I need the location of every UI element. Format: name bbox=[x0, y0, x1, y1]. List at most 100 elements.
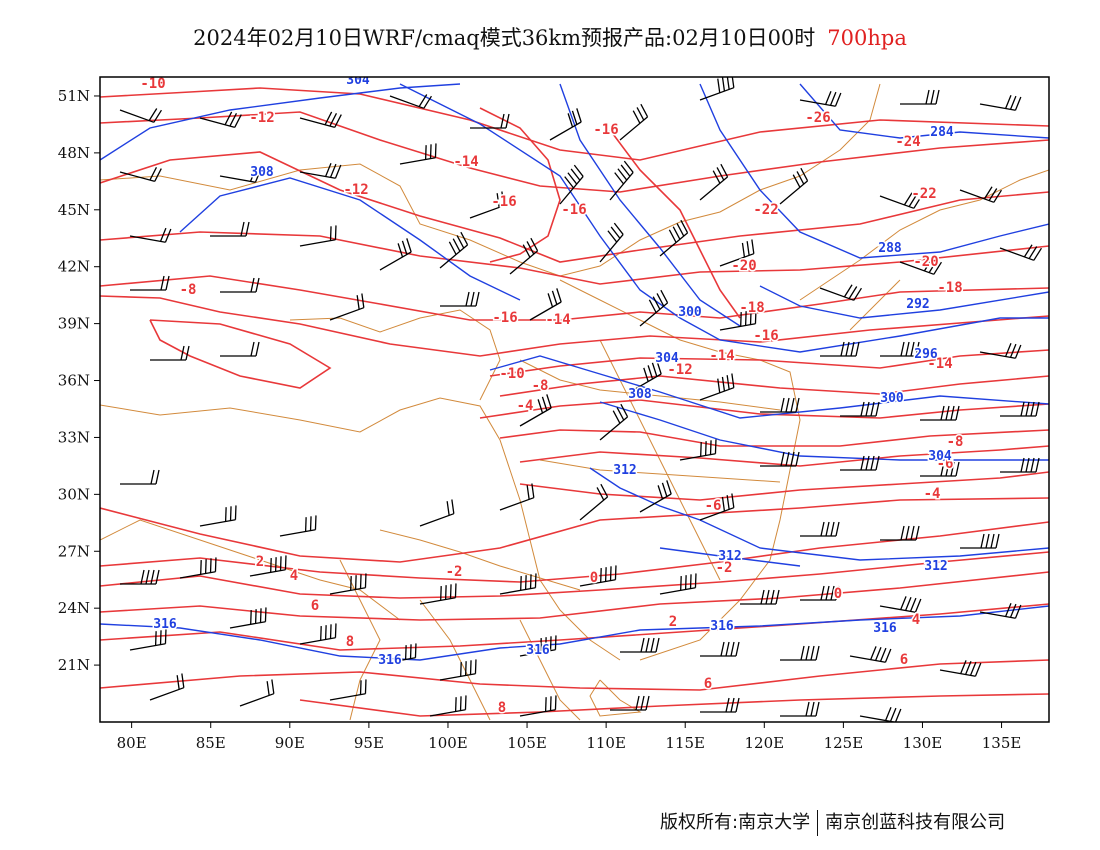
wind-barb bbox=[439, 659, 477, 681]
temperature-label: 8 bbox=[498, 700, 506, 716]
wind-barb bbox=[900, 89, 940, 105]
temperature-label: 6 bbox=[704, 676, 712, 692]
height-contour-line bbox=[659, 547, 801, 567]
wind-barb bbox=[619, 103, 649, 141]
height-contour-line bbox=[399, 83, 1049, 353]
wind-barb bbox=[780, 645, 820, 661]
height-label: 304 bbox=[928, 449, 952, 464]
x-tick-label: 95E bbox=[354, 734, 384, 752]
y-tick-label: 39N bbox=[58, 315, 90, 333]
wind-barb bbox=[279, 515, 317, 537]
temperature-label: 8 bbox=[346, 634, 354, 650]
isotherm-line bbox=[479, 107, 561, 263]
wind-barb bbox=[659, 219, 689, 257]
height-label: 316 bbox=[378, 653, 402, 668]
wind-barb bbox=[429, 695, 467, 717]
x-tick-label: 125E bbox=[824, 734, 864, 752]
wind-barb bbox=[379, 643, 417, 665]
temperature-label: -20 bbox=[731, 258, 756, 274]
y-tick-label: 45N bbox=[58, 201, 90, 219]
height-contour-line bbox=[699, 83, 1049, 259]
temperature-label: 2 bbox=[256, 554, 264, 570]
height-contour-line bbox=[599, 401, 1049, 461]
wind-barb bbox=[699, 77, 735, 101]
height-label: 316 bbox=[873, 621, 897, 636]
height-labels: 2842882922963003003043043043083083123123… bbox=[152, 77, 956, 670]
border-line bbox=[539, 459, 781, 483]
map-plot-area: -10 -10 -12 -12 -12 -14 -14 -14 -14 -16 -16 -16 -16 -… bbox=[58, 76, 1050, 752]
x-tick-label: 105E bbox=[507, 734, 547, 752]
wind-barb bbox=[129, 227, 172, 243]
height-label: 304 bbox=[655, 351, 679, 366]
wind-barb bbox=[119, 166, 162, 182]
temperature-label: -16 bbox=[491, 194, 516, 210]
isotherm-line bbox=[100, 551, 1049, 599]
wind-barb bbox=[879, 596, 922, 613]
temperature-label: -20 bbox=[913, 254, 938, 270]
isotherm-line bbox=[100, 295, 1049, 357]
x-axis-ticks: 80E 85E 90E 95E 100E 105E 110E 115E 120E 125E 130E… bbox=[117, 722, 1021, 752]
wind-barb bbox=[700, 697, 740, 713]
wind-barb bbox=[820, 341, 860, 357]
temperature-label: -4 bbox=[924, 486, 941, 502]
y-tick-label: 33N bbox=[58, 428, 90, 446]
temperature-label: 0 bbox=[590, 570, 598, 586]
x-tick-label: 80E bbox=[117, 734, 147, 752]
wind-barb bbox=[979, 95, 1022, 111]
temperature-label: -16 bbox=[593, 122, 618, 138]
wind-barb bbox=[220, 277, 260, 293]
title-text: 2024年02月10日WRF/cmaq模式36km预报产品:02月10日00时 bbox=[193, 26, 816, 50]
isotherm-line bbox=[100, 571, 1049, 621]
temperature-label: -16 bbox=[492, 310, 517, 326]
wind-barb bbox=[220, 341, 260, 357]
wind-barb bbox=[639, 480, 672, 513]
wind-barb bbox=[959, 186, 1002, 203]
wind-barb bbox=[879, 192, 922, 209]
isotherm-line bbox=[499, 375, 1049, 397]
temperature-labels: -10 -10 -12 -12 -12 -14 -14 -14 -14 -16 -16 -16 -16 -… bbox=[139, 77, 965, 718]
footer-separator bbox=[817, 810, 819, 836]
height-label: 316 bbox=[710, 619, 734, 634]
temperature-isotherms bbox=[100, 87, 1049, 717]
temperature-label: -10 bbox=[499, 366, 524, 382]
temperature-label: -4 bbox=[517, 398, 534, 414]
wind-barb bbox=[579, 565, 617, 587]
temperature-label: -14 bbox=[709, 348, 734, 364]
border-line bbox=[519, 359, 781, 411]
wind-barb bbox=[249, 555, 287, 577]
wind-barb bbox=[939, 660, 982, 677]
isotherm-line bbox=[100, 521, 1049, 583]
temperature-label: 2 bbox=[669, 614, 677, 630]
wind-barb bbox=[899, 258, 942, 275]
height-contour-line bbox=[179, 177, 521, 301]
y-tick-label: 30N bbox=[58, 485, 90, 503]
x-tick-label: 90E bbox=[275, 734, 305, 752]
wind-barb bbox=[840, 401, 880, 417]
isotherm-line bbox=[100, 151, 1049, 263]
y-tick-label: 27N bbox=[58, 542, 90, 560]
wind-barb bbox=[760, 397, 800, 413]
wind-barb bbox=[609, 160, 634, 201]
wind-barb bbox=[639, 289, 669, 327]
temperature-label: -18 bbox=[739, 300, 764, 316]
wind-barb bbox=[119, 108, 162, 123]
wind-barb bbox=[849, 646, 892, 663]
wind-barb bbox=[779, 167, 809, 205]
wind-barb bbox=[760, 451, 800, 467]
temperature-label: -14 bbox=[453, 154, 478, 170]
height-label: 300 bbox=[880, 391, 904, 406]
height-label: 312 bbox=[924, 559, 947, 574]
height-label: 316 bbox=[153, 617, 177, 632]
wind-barb bbox=[150, 345, 190, 361]
wind-barb bbox=[210, 221, 250, 237]
wind-barb bbox=[840, 455, 880, 471]
temperature-label: -8 bbox=[947, 434, 964, 450]
height-label: 308 bbox=[628, 387, 652, 402]
wind-barb bbox=[499, 483, 535, 511]
wind-barb bbox=[239, 679, 275, 707]
wind-barb bbox=[179, 557, 217, 579]
x-tick-label: 120E bbox=[745, 734, 785, 752]
temperature-label: -26 bbox=[805, 110, 830, 126]
height-contours bbox=[100, 83, 1049, 661]
y-tick-label: 36N bbox=[58, 372, 90, 390]
